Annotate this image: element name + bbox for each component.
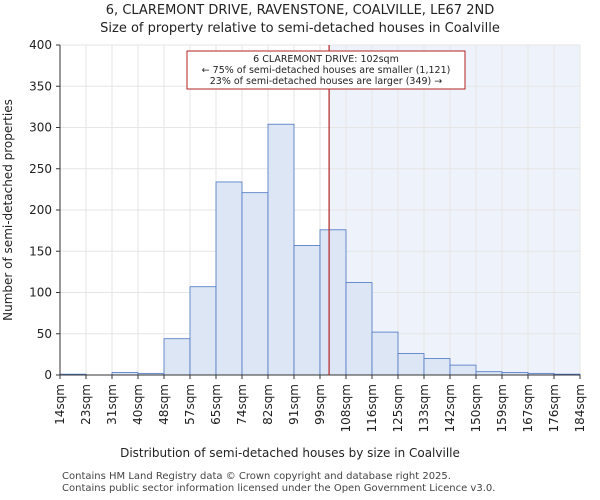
histogram-bar bbox=[397, 353, 425, 376]
histogram-bar bbox=[241, 192, 269, 376]
bars bbox=[59, 123, 581, 376]
histogram-bar bbox=[423, 358, 451, 376]
footer-licence: Contains public sector information licen… bbox=[62, 483, 496, 494]
x-tick-label: 176sqm bbox=[547, 384, 561, 432]
y-ticks: 0 50 100 150 200 250 300 350 400 bbox=[29, 38, 60, 382]
histogram-bar bbox=[449, 364, 477, 376]
x-axis-label: Distribution of semi-detached houses by … bbox=[120, 446, 460, 460]
chart-title-address: 6, CLAREMONT DRIVE, RAVENSTONE, COALVILL… bbox=[105, 3, 495, 18]
y-tick-label: 150 bbox=[29, 244, 52, 258]
annotation-line-1: 6 CLAREMONT DRIVE: 102sqm bbox=[253, 54, 399, 65]
chart-title: Size of property relative to semi-detach… bbox=[100, 21, 500, 36]
x-tick-label: 48sqm bbox=[157, 384, 171, 425]
histogram-bar bbox=[163, 338, 191, 376]
x-tick-label: 167sqm bbox=[521, 384, 535, 432]
x-tick-label: 108sqm bbox=[339, 384, 353, 432]
y-tick-label: 300 bbox=[29, 121, 52, 135]
histogram-bar bbox=[267, 123, 295, 376]
y-tick-label: 0 bbox=[44, 368, 52, 382]
x-tick-label: 133sqm bbox=[417, 384, 431, 432]
x-ticks: 14sqm 23sqm 31sqm 40sqm 48sqm 57sqm 65sqm 74sqm… bbox=[53, 375, 587, 432]
y-axis-label: Number of semi-detached properties bbox=[1, 99, 15, 321]
histogram-bar bbox=[189, 286, 217, 376]
x-tick-label: 142sqm bbox=[443, 384, 457, 432]
annotation-line-2: ← 75% of semi-detached houses are smalle… bbox=[202, 65, 451, 76]
x-tick-label: 14sqm bbox=[53, 384, 67, 425]
y-tick-label: 100 bbox=[29, 286, 52, 300]
histogram-bar bbox=[293, 245, 321, 376]
y-tick-label: 250 bbox=[29, 162, 52, 176]
x-tick-label: 31sqm bbox=[105, 384, 119, 425]
x-tick-label: 125sqm bbox=[391, 384, 405, 432]
x-tick-label: 74sqm bbox=[235, 384, 249, 425]
x-tick-label: 91sqm bbox=[287, 384, 301, 425]
y-tick-label: 50 bbox=[37, 327, 52, 341]
x-tick-label: 184sqm bbox=[573, 384, 587, 432]
x-tick-label: 150sqm bbox=[469, 384, 483, 432]
x-tick-label: 23sqm bbox=[79, 384, 93, 425]
annotation-border bbox=[186, 50, 466, 90]
footer-copyright: Contains HM Land Registry data © Crown c… bbox=[62, 471, 451, 482]
histogram-bar bbox=[215, 181, 243, 376]
x-tick-label: 99sqm bbox=[313, 384, 327, 425]
y-tick-label: 350 bbox=[29, 79, 52, 93]
annotation-box: 6 CLAREMONT DRIVE: 102sqm ← 75% of semi-… bbox=[186, 50, 466, 90]
x-tick-label: 65sqm bbox=[209, 384, 223, 425]
histogram-bar bbox=[319, 229, 347, 376]
y-tick-label: 400 bbox=[29, 38, 52, 52]
x-tick-label: 40sqm bbox=[131, 384, 145, 425]
y-tick-label: 200 bbox=[29, 203, 52, 217]
annotation-line-3: 23% of semi-detached houses are larger (… bbox=[210, 76, 443, 87]
x-tick-label: 57sqm bbox=[183, 384, 197, 425]
histogram-bar bbox=[371, 331, 399, 376]
x-tick-label: 159sqm bbox=[495, 384, 509, 432]
x-tick-label: 116sqm bbox=[365, 384, 379, 432]
histogram-bar bbox=[345, 282, 373, 376]
x-tick-label: 82sqm bbox=[261, 384, 275, 425]
